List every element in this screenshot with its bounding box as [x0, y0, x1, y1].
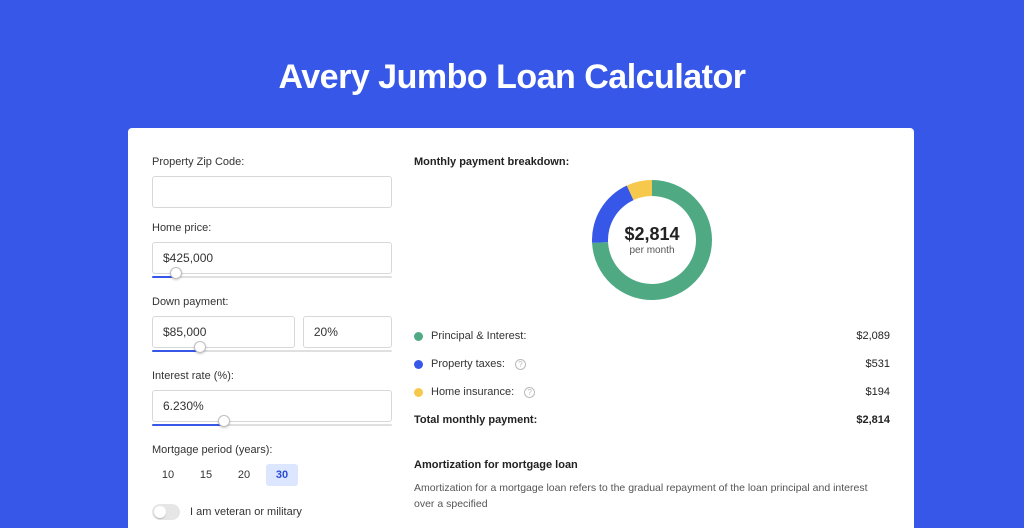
amortization-section: Amortization for mortgage loan Amortizat… [414, 450, 890, 513]
down-payment-label: Down payment: [152, 296, 392, 308]
donut-amount: $2,814 [624, 224, 679, 245]
home-price-field: Home price: [152, 222, 392, 282]
info-icon[interactable]: ? [515, 359, 526, 370]
calculator-card: Property Zip Code: Home price: Down paym… [128, 128, 914, 528]
total-value: $2,814 [856, 414, 890, 426]
zip-label: Property Zip Code: [152, 156, 392, 168]
veteran-label: I am veteran or military [190, 506, 302, 518]
veteran-row: I am veteran or military [152, 504, 392, 520]
breakdown-column: Monthly payment breakdown: $2,814 per mo… [414, 156, 890, 500]
interest-rate-field: Interest rate (%): [152, 370, 392, 430]
page: Avery Jumbo Loan Calculator Property Zip… [0, 0, 1024, 512]
down-payment-slider-thumb[interactable] [194, 341, 206, 353]
donut-sub: per month [629, 245, 674, 256]
legend-label: Principal & Interest: [431, 330, 526, 342]
period-option-15[interactable]: 15 [190, 464, 222, 486]
down-payment-slider[interactable] [152, 346, 392, 356]
interest-rate-slider[interactable] [152, 420, 392, 430]
veteran-toggle[interactable] [152, 504, 180, 520]
interest-rate-input[interactable] [152, 390, 392, 422]
legend-row: Home insurance:? $194 [414, 378, 890, 406]
legend: Principal & Interest: $2,089 Property taxe… [414, 322, 890, 406]
home-price-slider-thumb[interactable] [170, 267, 182, 279]
interest-rate-label: Interest rate (%): [152, 370, 392, 382]
legend-dot [414, 332, 423, 341]
legend-value: $2,089 [856, 330, 890, 342]
payment-donut-chart: $2,814 per month [592, 180, 712, 300]
legend-row: Principal & Interest: $2,089 [414, 322, 890, 350]
form-column: Property Zip Code: Home price: Down paym… [152, 156, 392, 500]
down-payment-input[interactable] [152, 316, 295, 348]
amortization-text: Amortization for a mortgage loan refers … [414, 481, 890, 513]
legend-label: Property taxes: [431, 358, 505, 370]
home-price-slider[interactable] [152, 272, 392, 282]
zip-field: Property Zip Code: [152, 156, 392, 208]
mortgage-period-label: Mortgage period (years): [152, 444, 392, 456]
donut-wrap: $2,814 per month [414, 180, 890, 300]
donut-center: $2,814 per month [592, 180, 712, 300]
mortgage-period-field: Mortgage period (years): 10 15 20 30 [152, 444, 392, 486]
legend-row: Property taxes:? $531 [414, 350, 890, 378]
down-payment-pct-input[interactable] [303, 316, 392, 348]
legend-value: $194 [866, 386, 890, 398]
legend-dot [414, 360, 423, 369]
down-payment-field: Down payment: [152, 296, 392, 356]
breakdown-title: Monthly payment breakdown: [414, 156, 890, 168]
period-option-20[interactable]: 20 [228, 464, 260, 486]
legend-total-row: Total monthly payment: $2,814 [414, 406, 890, 440]
home-price-label: Home price: [152, 222, 392, 234]
interest-rate-slider-thumb[interactable] [218, 415, 230, 427]
home-price-input[interactable] [152, 242, 392, 274]
page-title: Avery Jumbo Loan Calculator [0, 0, 1024, 97]
info-icon[interactable]: ? [524, 387, 535, 398]
legend-label: Home insurance: [431, 386, 514, 398]
toggle-knob [154, 506, 166, 518]
total-label: Total monthly payment: [414, 414, 537, 426]
legend-dot [414, 388, 423, 397]
amortization-title: Amortization for mortgage loan [414, 459, 890, 471]
period-option-10[interactable]: 10 [152, 464, 184, 486]
mortgage-period-options: 10 15 20 30 [152, 464, 392, 486]
legend-value: $531 [866, 358, 890, 370]
period-option-30[interactable]: 30 [266, 464, 298, 486]
zip-input[interactable] [152, 176, 392, 208]
